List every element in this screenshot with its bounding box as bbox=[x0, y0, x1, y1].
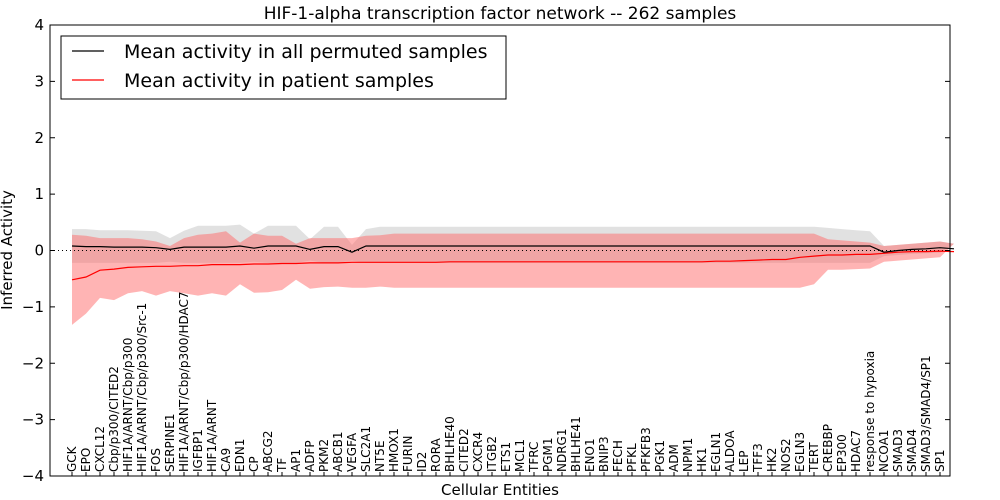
x-tick-label: FURIN bbox=[401, 435, 415, 472]
x-tick-label: SERPINE1 bbox=[163, 413, 177, 472]
x-tick-label: BHLHE41 bbox=[569, 416, 583, 472]
y-tick-label: 3 bbox=[34, 72, 44, 90]
x-tick-label: EP300 bbox=[835, 434, 849, 472]
x-tick-label: EGLN3 bbox=[793, 432, 807, 472]
x-tick-label: IGFBP1 bbox=[191, 429, 205, 472]
x-tick-label: CREBBP bbox=[821, 424, 835, 472]
x-tick-label: CA9 bbox=[219, 448, 233, 472]
x-tick-label: CP bbox=[247, 456, 261, 472]
x-tick-label: TERT bbox=[807, 442, 821, 473]
y-tick-label: 2 bbox=[34, 129, 44, 147]
chart-title: HIF-1-alpha transcription factor network… bbox=[264, 4, 737, 24]
x-tick-label: TFRC bbox=[527, 442, 541, 473]
x-tick-label: ADFP bbox=[303, 440, 317, 472]
x-tick-label: CXCR4 bbox=[471, 432, 485, 472]
x-tick-label: RORA bbox=[429, 437, 443, 472]
y-tick-label: −2 bbox=[22, 354, 44, 372]
x-tick-label: CITED2 bbox=[457, 428, 471, 472]
x-tick-label: HIF1A/ARNT bbox=[205, 399, 219, 472]
x-tick-label: NOS2 bbox=[779, 438, 793, 472]
x-tick-label: EDN1 bbox=[233, 439, 247, 472]
x-tick-label: CXCL12 bbox=[93, 426, 107, 472]
x-tick-label: ID2 bbox=[415, 452, 429, 472]
x-tick-label: ITGB2 bbox=[485, 436, 499, 472]
y-tick-label: −4 bbox=[22, 467, 44, 485]
legend-label-permuted: Mean activity in all permuted samples bbox=[124, 41, 487, 63]
x-tick-label: TF bbox=[275, 458, 289, 473]
x-tick-label: BNIP3 bbox=[597, 436, 611, 472]
x-tick-label: ADM bbox=[667, 444, 681, 472]
x-tick-label: EPO bbox=[79, 448, 93, 472]
x-tick-label: ENO1 bbox=[583, 438, 597, 472]
x-tick-label: ABCG2 bbox=[261, 430, 275, 472]
y-tick-label: −3 bbox=[22, 411, 44, 429]
plot-bands bbox=[72, 224, 954, 325]
legend-box bbox=[60, 35, 507, 100]
x-tick-label: NCOA1 bbox=[877, 430, 891, 472]
x-tick-label: VEGFA bbox=[345, 432, 359, 472]
y-axis: −4 −3 −2 −1 0 1 2 3 4 bbox=[22, 16, 950, 485]
x-tick-label: FECH bbox=[611, 440, 625, 472]
x-tick-label: PFKL bbox=[625, 443, 639, 472]
x-tick-label: SMAD3 bbox=[891, 429, 905, 472]
x-tick-label: SP1 bbox=[933, 450, 947, 473]
x-tick-label: ALDOA bbox=[723, 430, 737, 472]
y-tick-label: −1 bbox=[22, 298, 44, 316]
y-axis-label: Inferred Activity bbox=[0, 190, 16, 310]
x-tick-label: HIF1A/ARNT/Cbp/p300/Src-1 bbox=[135, 303, 149, 472]
x-tick-label: PGK1 bbox=[653, 440, 667, 472]
x-tick-label: FOS bbox=[149, 448, 163, 472]
x-tick-label: BHLHE40 bbox=[443, 416, 457, 472]
band-patient bbox=[72, 231, 954, 325]
x-tick-label: HDAC7 bbox=[849, 430, 863, 472]
x-tick-label: TFF3 bbox=[751, 443, 765, 473]
plot-lines bbox=[50, 245, 955, 281]
x-tick-label: HMOX1 bbox=[387, 428, 401, 472]
x-tick-label: NT5E bbox=[373, 440, 387, 472]
y-tick-label: 1 bbox=[34, 185, 44, 203]
x-tick-label: PKM2 bbox=[317, 439, 331, 472]
x-tick-label: NDRG1 bbox=[555, 429, 569, 473]
x-tick-label: EGLN1 bbox=[709, 432, 723, 472]
x-tick-label: LEP bbox=[737, 450, 751, 472]
x-tick-label: ETS1 bbox=[499, 442, 513, 472]
y-tick-label: 4 bbox=[34, 16, 44, 34]
x-tick-label: HIF1A/ARNT/Cbp/p300 bbox=[121, 338, 135, 472]
x-tick-label: GCK bbox=[65, 445, 79, 472]
legend: Mean activity in all permuted samples Me… bbox=[60, 35, 507, 100]
x-tick-label: NPM1 bbox=[681, 438, 695, 472]
x-axis: GCK EPO CXCL12 Cbp/p300/CITED2 HIF1A/ARNT/Cb… bbox=[65, 291, 947, 476]
x-tick-label: HK1 bbox=[695, 447, 709, 472]
series-line-patient bbox=[71, 250, 955, 281]
x-tick-label: HIF1A/ARNT/Cbp/p300/HDAC7 bbox=[177, 291, 191, 472]
x-tick-label: AP1 bbox=[289, 449, 303, 472]
x-tick-label: MCL1 bbox=[513, 439, 527, 472]
x-tick-label: SMAD3/SMAD4/SP1 bbox=[919, 355, 933, 472]
x-tick-label: Cbp/p300/CITED2 bbox=[107, 366, 121, 472]
legend-label-patient: Mean activity in patient samples bbox=[124, 70, 434, 92]
x-axis-label: Cellular Entities bbox=[441, 481, 559, 499]
x-tick-label: response to hypoxia bbox=[863, 351, 877, 472]
y-tick-label: 0 bbox=[34, 242, 44, 260]
x-tick-label: ABCB1 bbox=[331, 432, 345, 472]
series-line-permuted bbox=[71, 245, 955, 253]
x-tick-label: SLC2A1 bbox=[359, 426, 373, 472]
x-tick-label: SMAD4 bbox=[905, 429, 919, 472]
x-tick-label: PGM1 bbox=[541, 437, 555, 472]
x-tick-label: PFKFB3 bbox=[639, 427, 653, 472]
x-tick-label: HK2 bbox=[765, 447, 779, 472]
